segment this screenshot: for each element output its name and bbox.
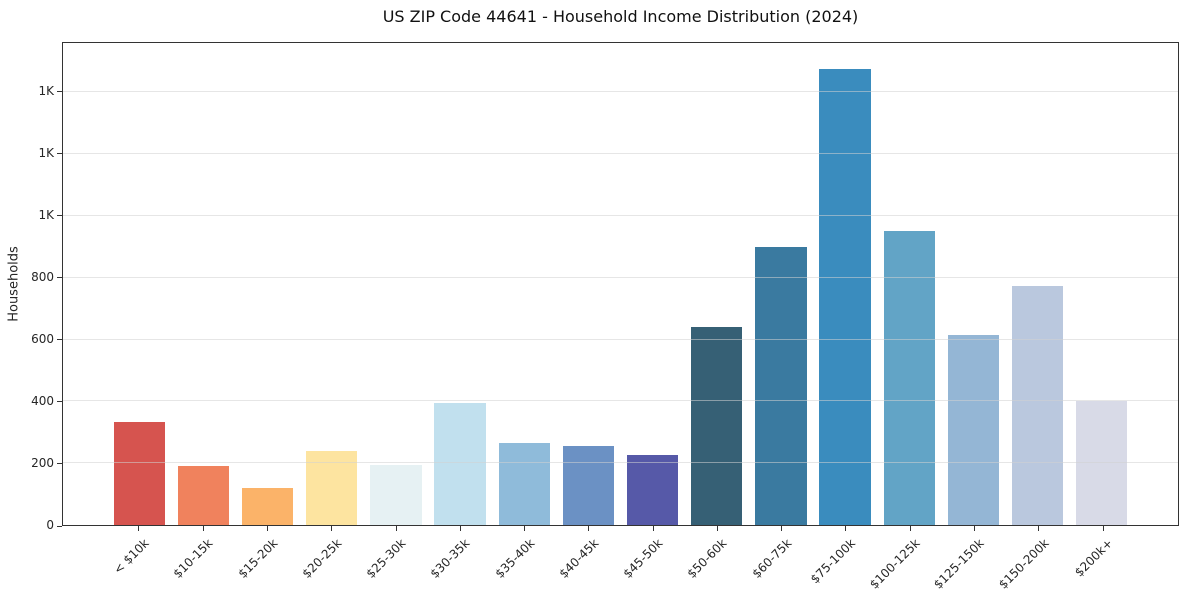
bar-$35-40k: [498, 443, 550, 525]
y-tick-label: 200: [31, 455, 54, 470]
x-tick-mark: [331, 526, 333, 531]
bar-$60-75k: [755, 246, 807, 525]
y-tick-mark: [57, 339, 62, 341]
gridline-400: [63, 400, 1178, 402]
x-tick-mark: [202, 526, 204, 531]
y-tick-mark: [57, 153, 62, 155]
plot-area: [62, 42, 1179, 526]
y-tick-label: 1K: [38, 83, 54, 98]
gridline-1200: [63, 153, 1178, 155]
y-tick-label: 600: [31, 331, 54, 346]
x-tick-mark: [845, 526, 847, 531]
y-tick-mark: [57, 215, 62, 217]
y-tick-label: 0: [46, 518, 54, 532]
bar-< $10k: [113, 421, 165, 525]
bar-$150-200k: [1011, 285, 1064, 525]
x-tick-mark: [909, 526, 911, 531]
x-tick-mark: [781, 526, 783, 531]
x-tick-mark: [1038, 526, 1040, 531]
x-tick-mark: [588, 526, 590, 531]
x-tick-mark: [973, 526, 975, 531]
bar-$25-30k: [370, 464, 422, 525]
y-tick-mark: [57, 277, 62, 279]
y-tick-label: 800: [31, 269, 54, 284]
bar-$125-150k: [947, 334, 999, 525]
y-tick-label: 400: [31, 393, 54, 408]
gridline-1000: [63, 215, 1178, 217]
y-tick-mark: [57, 525, 62, 527]
bar-$30-35k: [434, 402, 486, 525]
bar-$40-45k: [562, 446, 615, 525]
y-tick-mark: [57, 401, 62, 403]
gridline-600: [63, 338, 1178, 340]
y-tick-mark: [57, 91, 62, 93]
bar-$75-100k: [819, 69, 871, 525]
bar-$50-60k: [691, 327, 743, 525]
bar-$100-125k: [883, 231, 935, 525]
x-tick-mark: [395, 526, 397, 531]
bar-$10-15k: [177, 466, 230, 525]
gridline-800: [63, 276, 1178, 278]
x-tick-mark: [524, 526, 526, 531]
x-tick-mark: [1102, 526, 1104, 531]
y-tick-mark: [57, 463, 62, 465]
x-tick-mark: [138, 526, 140, 531]
bar-$45-50k: [626, 455, 679, 525]
chart-title: US ZIP Code 44641 - Household Income Dis…: [382, 7, 859, 26]
y-axis-label: Households: [6, 246, 22, 322]
x-tick-mark: [267, 526, 269, 531]
bar-$15-20k: [241, 487, 294, 525]
y-tick-label: 1K: [38, 207, 54, 222]
x-tick-mark: [459, 526, 461, 531]
x-tick-mark: [652, 526, 654, 531]
gridline-1400: [63, 91, 1178, 93]
x-tick-mark: [716, 526, 718, 531]
y-tick-label: 1K: [38, 145, 54, 160]
gridline-200: [63, 462, 1178, 464]
